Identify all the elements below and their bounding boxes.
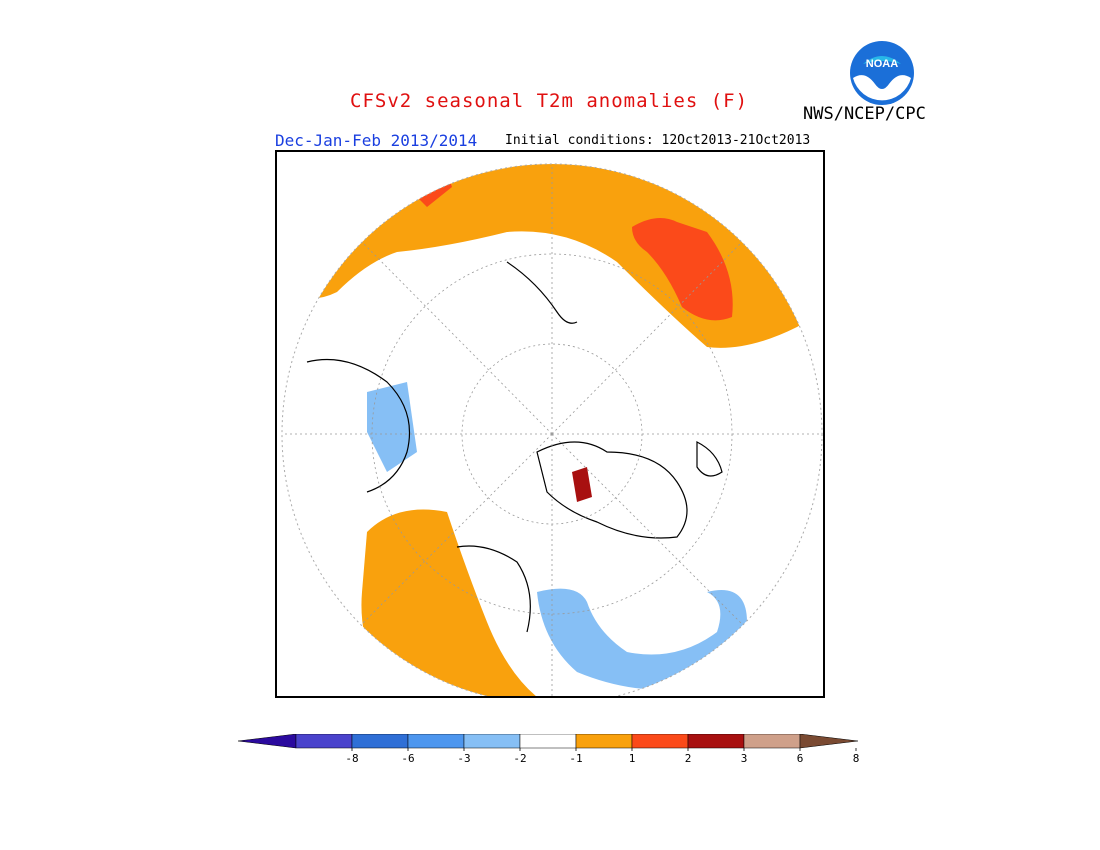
- initial-conditions-label: Initial conditions: 12Oct2013-21Oct2013: [505, 133, 811, 148]
- colorbar-tick-label: 2: [685, 752, 692, 765]
- season-label: Dec-Jan-Feb 2013/2014: [275, 131, 478, 150]
- anomaly-scandinavia: [572, 467, 592, 502]
- anomaly-siberia: [297, 164, 822, 348]
- colorbar-tick-label: 3: [741, 752, 748, 765]
- colorbar-tick-label: -3: [457, 752, 470, 765]
- colorbar-tick-label: -2: [513, 752, 526, 765]
- anomaly-east-canada: [537, 588, 747, 690]
- anomaly-siberia-core: [632, 218, 733, 321]
- polar-map: [281, 163, 823, 696]
- colorbar: -8 -6 -3 -2 -1 1 2 3 6 8: [238, 734, 860, 765]
- colorbar-arrow-high: [799, 734, 859, 749]
- colorbar-box: [351, 734, 409, 749]
- colorbar-tick-label: 1: [629, 752, 636, 765]
- colorbar-box: [575, 734, 633, 749]
- colorbar-box: [463, 734, 521, 749]
- graticule: [282, 164, 822, 696]
- colorbar-box: [295, 734, 353, 749]
- colorbar-box: [631, 734, 689, 749]
- anomaly-west-north-america: [361, 509, 537, 696]
- logo-text: NOAA: [866, 58, 898, 70]
- anomaly-alaska: [367, 382, 417, 472]
- colorbar-tick-label: 8: [853, 752, 860, 765]
- chart-title: CFSv2 seasonal T2m anomalies (F): [350, 90, 749, 112]
- map-panel: [275, 150, 825, 698]
- colorbar-box: [407, 734, 465, 749]
- colorbar-tick-label: 6: [797, 752, 804, 765]
- colorbar-box: [519, 734, 577, 749]
- noaa-logo-icon: NOAA: [850, 41, 914, 105]
- agency-label: NWS/NCEP/CPC: [803, 104, 926, 124]
- colorbar-box: [687, 734, 745, 749]
- colorbar-arrow-low: [238, 734, 297, 749]
- colorbar-tick-label: -1: [569, 752, 582, 765]
- colorbar-tick-label: -6: [401, 752, 414, 765]
- colorbar-box: [743, 734, 801, 749]
- colorbar-tick-label: -8: [345, 752, 358, 765]
- coastlines: [306, 261, 723, 633]
